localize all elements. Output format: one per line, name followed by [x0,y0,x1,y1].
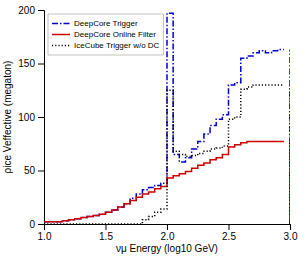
x-tick-label: 1.0 [38,231,52,242]
legend: DeepCore Trigger DeepCore Online Filter Ic… [48,14,163,55]
y-tick-mark [38,224,44,225]
y-tick: 150 [18,58,44,69]
y-axis: 0 50 100 150 200 [18,5,44,230]
legend-label: IceCube Trigger w/o DC [74,41,160,50]
legend-frame [48,14,163,55]
x-tick-mark [106,224,107,230]
y-tick-mark [38,64,44,65]
legend-swatch [52,34,70,36]
y-tick-label: 150 [18,58,35,69]
x-tick-mark [229,224,230,230]
x-tick: 3.0 [284,224,298,242]
legend-swatch [52,45,70,47]
series-group [44,13,290,224]
plot-area: 1.0 1.5 2.0 2.5 3.0 0 50 100 150 200 DeepCore Trig… [18,5,298,242]
x-axis-title: νμ Energy (log10 GeV) [116,243,218,254]
y-tick-label: 50 [24,165,36,176]
series-closing-edge [289,85,290,224]
y-tick-label: 200 [18,5,35,16]
y-tick-label: 100 [18,112,35,123]
y-tick: 50 [24,165,44,176]
x-tick-label: 1.5 [99,231,113,242]
series-line [44,142,284,222]
x-axis-line [45,225,291,231]
series-closing-edge [289,142,290,224]
series-line [44,85,284,224]
y-tick-mark [38,171,44,172]
legend-swatch [52,23,70,25]
series-closing-edge [289,50,290,224]
x-tick-mark [167,224,168,230]
series-line [44,13,284,222]
x-tick-label: 3.0 [284,231,298,242]
y-tick: 100 [18,112,44,123]
legend-label: DeepCore Trigger [74,19,138,28]
y-tick-label: 0 [29,219,35,230]
y-tick-mark [38,10,44,11]
x-tick-label: 2.5 [222,231,236,242]
y-tick: 200 [18,5,44,16]
y-tick-mark [38,117,44,118]
y-axis-line [38,11,45,225]
x-tick: 1.0 [38,224,52,242]
x-axis: 1.0 1.5 2.0 2.5 3.0 [38,224,298,242]
y-axis-title: ρice Veffective (megaton) [2,61,13,174]
chart: 1.0 1.5 2.0 2.5 3.0 0 50 100 150 200 DeepCore Trig… [0,0,304,256]
x-tick: 2.5 [222,224,236,242]
y-tick: 0 [29,219,44,230]
x-tick: 2.0 [161,224,175,242]
x-tick-mark [290,224,291,230]
legend-label: DeepCore Online Filter [74,30,156,39]
x-tick: 1.5 [99,224,113,242]
x-tick-label: 2.0 [161,231,175,242]
